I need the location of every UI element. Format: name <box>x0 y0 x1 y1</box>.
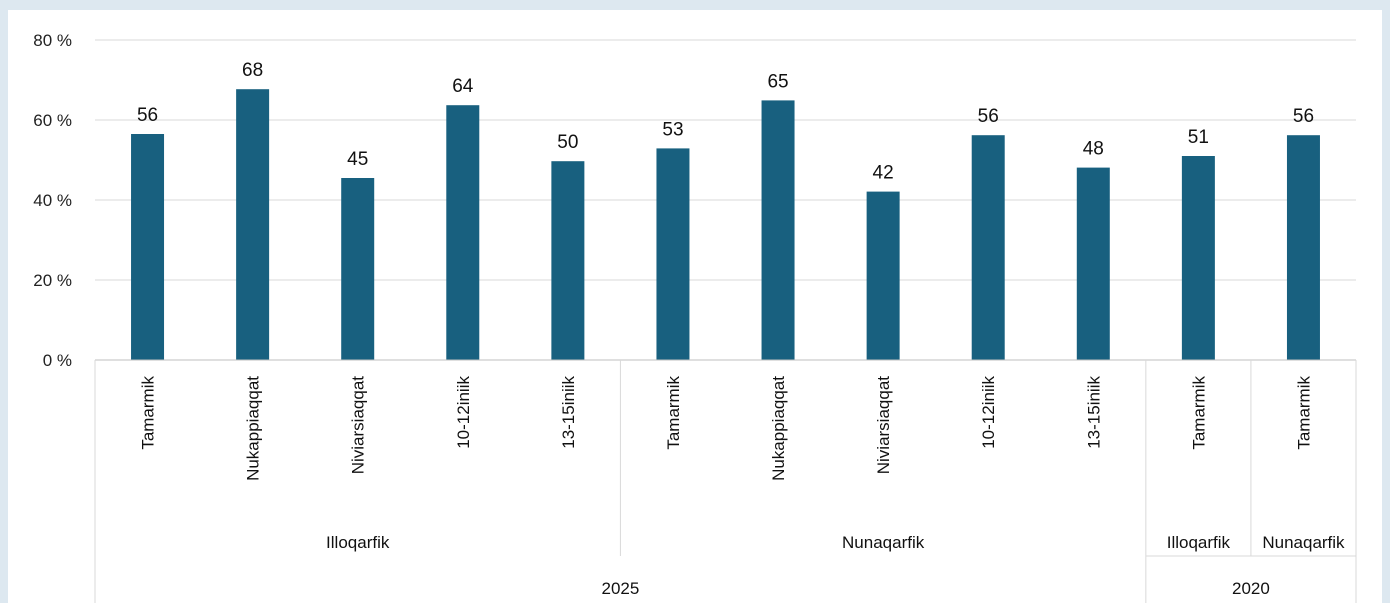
bar <box>1077 168 1110 360</box>
category-label: Tamarmik <box>1189 376 1208 450</box>
category-label: Niviarsiaqqat <box>874 376 893 475</box>
y-tick-label: 20 % <box>33 271 72 290</box>
y-tick-label: 80 % <box>33 31 72 50</box>
data-label: 56 <box>978 106 999 127</box>
data-label: 56 <box>137 105 158 126</box>
bar-chart: 0 % 20 % 40 % 60 % 80 % 56 68 45 64 50 53 65 42 56 48… <box>8 10 1382 603</box>
y-axis-ticks: 0 % 20 % 40 % 60 % 80 % <box>33 31 72 370</box>
year-label: 2025 <box>602 579 640 598</box>
y-tick-label: 40 % <box>33 191 72 210</box>
bar <box>551 161 584 360</box>
data-label: 51 <box>1188 127 1209 148</box>
category-label: Nukappiaqqat <box>244 376 263 481</box>
data-labels: 56 68 45 64 50 53 65 42 56 48 51 56 <box>137 60 1314 183</box>
data-label: 48 <box>1083 139 1104 160</box>
category-label: 10-12iniik <box>454 376 473 449</box>
bar <box>656 148 689 360</box>
group-label: Nunaqarfik <box>842 533 925 552</box>
gridlines <box>95 40 1356 280</box>
bar <box>1287 135 1320 360</box>
group-label: Illoqarfik <box>1167 533 1231 552</box>
category-label: Niviarsiaqqat <box>349 376 368 475</box>
bar <box>762 100 795 360</box>
category-label: 10-12iniik <box>979 376 998 449</box>
data-label: 53 <box>662 119 683 140</box>
group-label: Nunaqarfik <box>1262 533 1345 552</box>
bar <box>341 178 374 360</box>
bar <box>446 105 479 360</box>
y-tick-label: 0 % <box>43 351 72 370</box>
bar <box>867 192 900 360</box>
bars <box>131 89 1320 360</box>
data-label: 42 <box>873 163 894 184</box>
bar <box>972 135 1005 360</box>
data-label: 64 <box>452 76 474 97</box>
data-label: 65 <box>767 71 788 92</box>
category-label: Tamarmik <box>664 376 683 450</box>
category-label: Tamarmik <box>139 376 158 450</box>
group-label: Illoqarfik <box>326 533 390 552</box>
data-label: 50 <box>557 132 578 153</box>
category-label: Nukappiaqqat <box>769 376 788 481</box>
category-label: 13-15iniik <box>559 376 578 449</box>
chart-panel: 0 % 20 % 40 % 60 % 80 % 56 68 45 64 50 53 65 42 56 48… <box>8 10 1382 603</box>
bar <box>1182 156 1215 360</box>
axis-separators <box>95 360 1356 603</box>
data-label: 45 <box>347 149 368 170</box>
bar <box>131 134 164 360</box>
group-labels: Illoqarfik Nunaqarfik Illoqarfik Nunaqarfik… <box>326 533 1345 598</box>
data-label: 56 <box>1293 106 1314 127</box>
y-tick-label: 60 % <box>33 111 72 130</box>
category-label: Tamarmik <box>1294 376 1313 450</box>
year-label: 2020 <box>1232 579 1270 598</box>
category-label: 13-15iniik <box>1084 376 1103 449</box>
data-label: 68 <box>242 60 263 81</box>
bar <box>236 89 269 360</box>
category-labels: Tamarmik Nukappiaqqat Niviarsiaqqat 10-12in… <box>139 376 1314 481</box>
